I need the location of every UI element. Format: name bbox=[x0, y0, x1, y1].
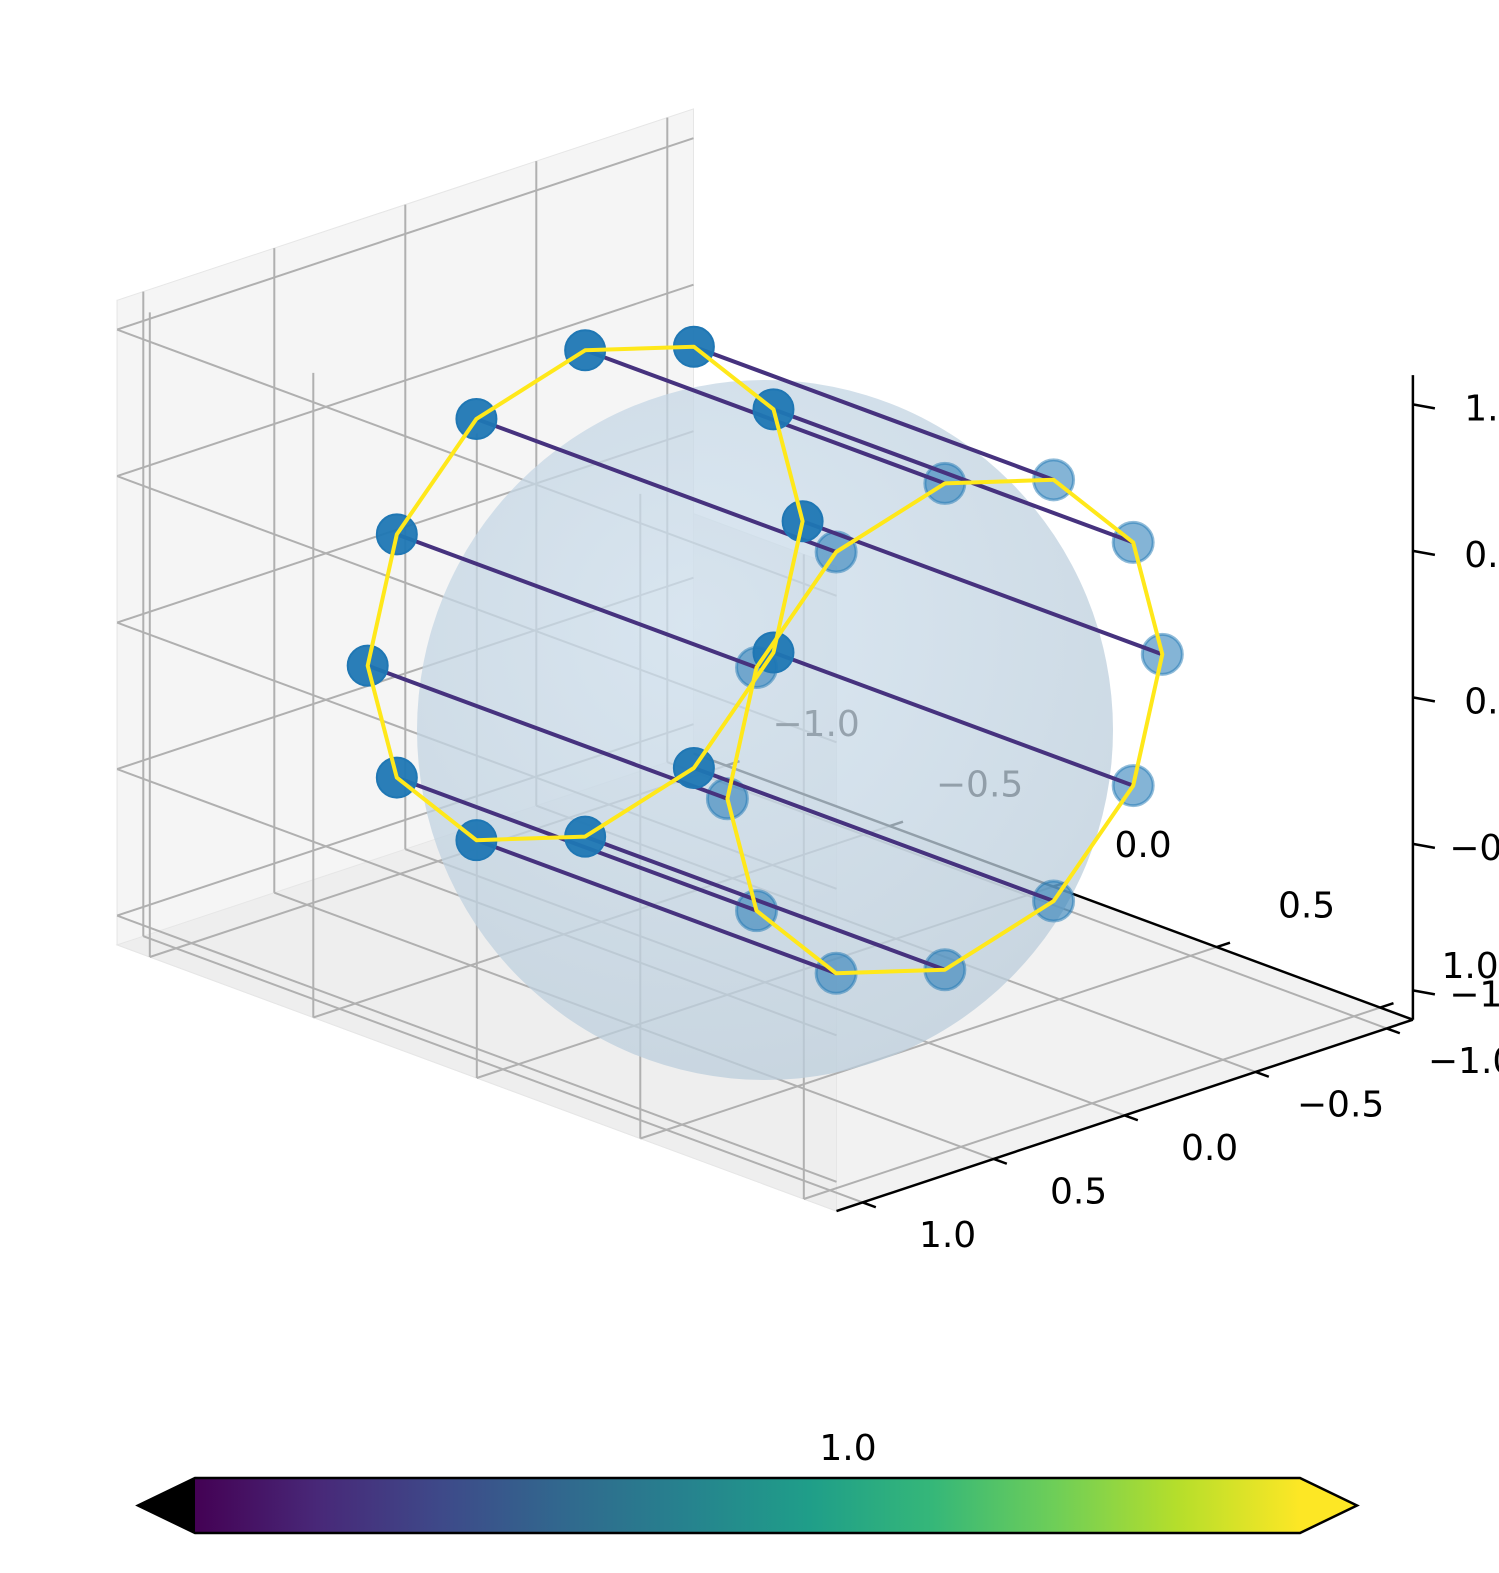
z-tick-label: 0.5 bbox=[1464, 535, 1499, 576]
y-tick-label: −0.5 bbox=[1297, 1084, 1384, 1125]
gridline-z bbox=[116, 914, 837, 1183]
colorbar: 1.0 bbox=[135, 1428, 1360, 1535]
ring-polygon bbox=[725, 477, 1165, 976]
x-tick bbox=[1216, 941, 1231, 949]
x-tick-label: 0.0 bbox=[1114, 825, 1171, 866]
connector-line bbox=[772, 407, 1134, 545]
z-tick-label: −0.5 bbox=[1449, 828, 1499, 869]
connector-line bbox=[693, 344, 1055, 482]
y-tick-label: 1.0 bbox=[919, 1215, 976, 1256]
connector-line bbox=[772, 650, 1134, 788]
colorbar-outline bbox=[135, 1476, 1360, 1535]
connector-line bbox=[801, 519, 1164, 657]
y-tick-label: 0.5 bbox=[1050, 1171, 1107, 1212]
colorbar-extend-low bbox=[138, 1478, 195, 1533]
x-tick-label: 0.5 bbox=[1278, 886, 1335, 927]
connector-line bbox=[475, 417, 837, 554]
connector-line bbox=[584, 834, 946, 972]
z-tick bbox=[1412, 696, 1436, 703]
z-tick-label: 0.0 bbox=[1464, 681, 1499, 722]
gridline-z bbox=[116, 283, 694, 478]
gridline-z bbox=[116, 137, 694, 331]
y-tick bbox=[1255, 1070, 1270, 1078]
gridline-y bbox=[142, 935, 864, 1204]
y-tick-label: −1.0 bbox=[1428, 1041, 1499, 1082]
colorbar-gradient bbox=[195, 1478, 1300, 1533]
x-tick bbox=[1379, 1002, 1394, 1009]
z-tick bbox=[1412, 989, 1436, 996]
x-tick-label: 1.0 bbox=[1441, 946, 1498, 987]
y-tick bbox=[862, 1201, 877, 1209]
ring-polygon bbox=[365, 344, 805, 843]
colorbar-tick-label: 1.0 bbox=[819, 1428, 876, 1469]
y-tick bbox=[993, 1157, 1008, 1165]
y-tick bbox=[1124, 1114, 1139, 1122]
connector-line bbox=[693, 766, 1055, 903]
colorbar-extend-high bbox=[1300, 1478, 1357, 1533]
connector-line bbox=[366, 663, 729, 801]
plot-contents bbox=[346, 325, 1184, 1080]
y-tick bbox=[1386, 1027, 1401, 1035]
z-tick-label: −1.0 bbox=[1449, 974, 1499, 1015]
connector-line bbox=[396, 532, 758, 670]
z-tick bbox=[1412, 403, 1436, 410]
connector-line bbox=[475, 838, 837, 976]
y-tick-label: 0.0 bbox=[1181, 1128, 1238, 1169]
z-tick bbox=[1412, 549, 1436, 557]
z-tick-label: 1.0 bbox=[1464, 388, 1499, 429]
sphere-surface bbox=[417, 380, 1113, 1080]
z-tick bbox=[1412, 842, 1436, 850]
